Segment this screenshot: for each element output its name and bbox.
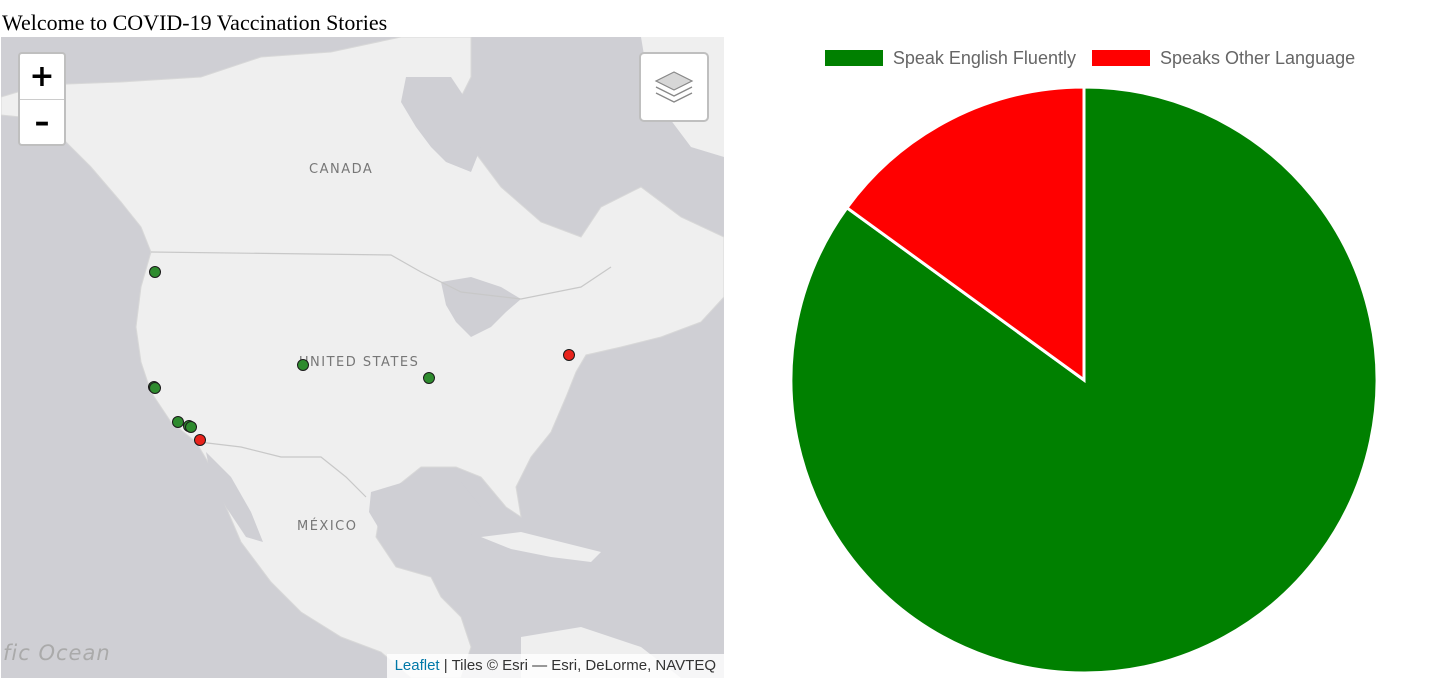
story-marker[interactable] xyxy=(563,349,575,361)
story-marker[interactable] xyxy=(423,372,435,384)
map-attribution: Leaflet | Tiles © Esri — Esri, DeLorme, … xyxy=(386,654,724,678)
story-marker[interactable] xyxy=(149,266,161,278)
story-marker[interactable] xyxy=(149,382,161,394)
legend-item-english[interactable]: Speak English Fluently xyxy=(824,47,1076,69)
map-label-mexico: MÉXICO xyxy=(297,519,358,534)
page-title: Welcome to COVID-19 Vaccination Stories xyxy=(2,10,388,35)
zoom-out-button[interactable]: – xyxy=(34,105,50,140)
legend-label-other: Speaks Other Language xyxy=(1159,47,1356,68)
layers-icon xyxy=(654,71,694,103)
zoom-control: + – xyxy=(18,52,66,146)
map-label-canada: CANADA xyxy=(309,162,374,177)
pie-chart: Speak English Fluently Speaks Other Lang… xyxy=(780,40,1400,680)
chart-legend: Speak English Fluently Speaks Other Lang… xyxy=(780,40,1400,76)
map[interactable]: CANADA UNITED STATES MÉXICO fic Ocean + … xyxy=(1,37,724,678)
zoom-in-button[interactable]: + xyxy=(20,54,64,100)
legend-swatch-other xyxy=(1091,50,1150,66)
story-marker[interactable] xyxy=(297,359,309,371)
pie-slice-other[interactable] xyxy=(844,85,1086,383)
legend-swatch-english xyxy=(824,50,883,66)
leaflet-link[interactable]: Leaflet xyxy=(394,657,440,674)
story-marker[interactable] xyxy=(185,421,197,433)
story-marker[interactable] xyxy=(194,434,206,446)
attribution-text: | Tiles © Esri — Esri, DeLorme, NAVTEQ xyxy=(439,657,716,674)
layers-button[interactable] xyxy=(639,52,709,122)
legend-item-other[interactable]: Speaks Other Language xyxy=(1091,47,1356,69)
pie-plot xyxy=(789,85,1379,675)
legend-label-english: Speak English Fluently xyxy=(892,47,1076,68)
map-label-united-states: UNITED STATES xyxy=(299,355,420,370)
map-label-ocean: fic Ocean xyxy=(3,641,111,665)
